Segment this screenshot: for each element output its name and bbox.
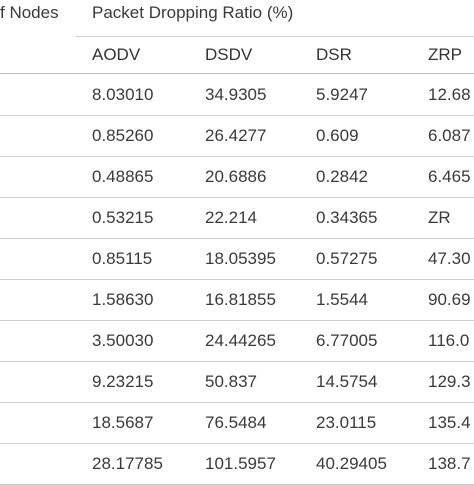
cell-aodv: 9.23215 <box>92 372 154 391</box>
column-header-zrp: ZRP <box>428 45 462 64</box>
cell-dsdv: 16.81855 <box>205 290 276 309</box>
cell-dsdv: 20.6886 <box>205 167 267 186</box>
cell-aodv: 18.5687 <box>92 413 154 432</box>
cell-aodv: 0.53215 <box>92 208 154 227</box>
row-divider <box>0 320 474 321</box>
cell-dsr: 0.2842 <box>316 167 368 186</box>
cell-aodv: 0.85115 <box>92 249 153 268</box>
cell-zrp: 138.7 <box>428 454 471 473</box>
cell-zrp: 116.0 <box>428 331 470 350</box>
row-divider <box>0 197 474 198</box>
cell-dsr: 6.77005 <box>316 331 378 350</box>
row-divider <box>0 156 474 157</box>
nodes-column-header: f Nodes <box>0 3 59 22</box>
cell-aodv: 0.85260 <box>92 126 154 145</box>
cell-zrp: 12.68 <box>428 85 471 104</box>
group-header-underline <box>76 36 474 37</box>
header-rule <box>0 73 474 74</box>
cell-zrp: 129.3 <box>428 372 471 391</box>
cell-dsr: 23.0115 <box>316 413 377 432</box>
cell-dsdv: 22.214 <box>205 208 257 227</box>
row-divider <box>0 443 474 444</box>
cell-dsdv: 18.05395 <box>205 249 276 268</box>
cell-aodv: 28.17785 <box>92 454 163 473</box>
row-divider <box>0 238 474 239</box>
cell-dsdv: 101.5957 <box>205 454 276 473</box>
cell-zrp: 6.087 <box>428 126 471 145</box>
column-header-aodv: AODV <box>92 45 141 64</box>
cell-zrp: 6.465 <box>428 167 471 186</box>
cell-dsdv: 76.5484 <box>205 413 267 432</box>
group-header: Packet Dropping Ratio (%) <box>92 3 294 22</box>
cell-dsr: 0.34365 <box>316 208 378 227</box>
cell-dsdv: 50.837 <box>205 372 257 391</box>
packet-dropping-ratio-table: f Nodes Packet Dropping Ratio (%) AODV D… <box>0 3 474 485</box>
column-header-dsr: DSR <box>316 45 352 64</box>
cell-aodv: 0.48865 <box>92 167 154 186</box>
cell-dsr: 40.29405 <box>316 454 387 473</box>
cell-dsr: 1.5544 <box>316 290 368 309</box>
cell-zrp: 90.69 <box>428 290 471 309</box>
row-divider <box>0 279 474 280</box>
cell-dsdv: 26.4277 <box>205 126 267 145</box>
cell-zrp: ZR <box>428 208 451 227</box>
cell-zrp: 135.4 <box>428 413 471 432</box>
cell-aodv: 8.03010 <box>92 85 154 104</box>
cell-dsdv: 24.44265 <box>205 331 276 350</box>
cell-dsr: 0.57275 <box>316 249 378 268</box>
cell-dsdv: 34.9305 <box>205 85 267 104</box>
cell-zrp: 47.30 <box>428 249 471 268</box>
column-header-dsdv: DSDV <box>205 45 253 64</box>
cell-dsr: 0.609 <box>316 126 359 145</box>
row-divider <box>0 115 474 116</box>
cell-aodv: 3.50030 <box>92 331 154 350</box>
cell-dsr: 5.9247 <box>316 85 368 104</box>
row-divider <box>0 361 474 362</box>
cell-aodv: 1.58630 <box>92 290 154 309</box>
row-divider <box>0 402 474 403</box>
cell-dsr: 14.5754 <box>316 372 378 391</box>
